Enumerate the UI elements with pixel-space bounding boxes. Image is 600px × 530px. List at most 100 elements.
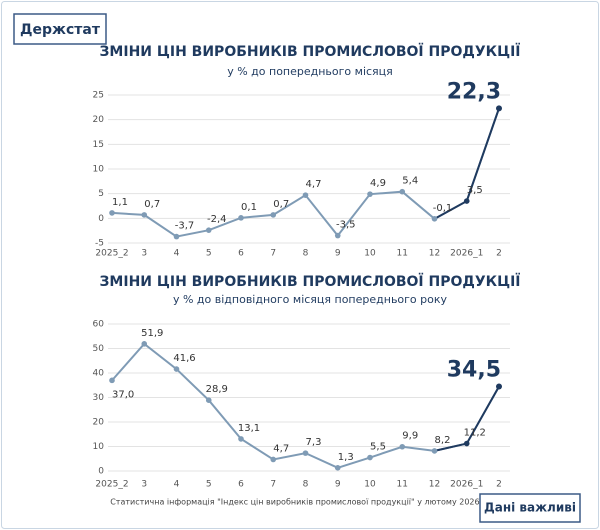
point [205,397,212,403]
y-tick-label tick: 15 [93,140,104,150]
value-label: 1,3 [338,452,354,463]
point [109,210,115,216]
x-tick-label: 11 [397,249,408,259]
point [367,454,373,461]
value-label: 1,1 [112,197,128,208]
x-tick-label: 10 [364,249,376,259]
y-tick-label tick: 20 [93,418,105,428]
chart-subtitle: у % до відповідного місяця попереднього … [173,293,448,306]
value-label: 0,7 [144,199,160,210]
x-tick-label: 8 [303,480,309,490]
point [141,341,148,347]
value-label: 22,3 [447,79,501,104]
x-tick-label: 4 [174,249,180,259]
chart-subtitle: у % до попереднього місяця [227,65,393,78]
value-label: 11,2 [464,428,486,439]
y-tick-label tick: -5 [95,239,104,249]
value-label: -2,4 [207,214,227,225]
point [238,215,244,221]
x-tick-label: 2 [496,249,502,259]
point [431,448,438,454]
line [111,107,500,238]
point [270,212,277,218]
x-tick-label: 5 [206,480,212,490]
point [334,465,341,471]
x-tick-label: 2 [496,480,502,490]
x-tick-label: 6 [238,480,244,490]
x-tick-label: 8 [303,249,309,259]
button[interactable] [479,493,581,523]
value-label: 34,5 [447,357,501,382]
point [463,440,470,447]
x-tick-label: 5 [206,249,212,259]
value-label: -3,5 [336,220,356,231]
button-label[interactable]: Дані важливі [484,501,576,515]
chart-title: ЗМІНИ ЦІН ВИРОБНИКІВ ПРОМИСЛОВОЇ ПРОДУКЦ… [99,273,520,290]
point [173,366,180,372]
logo-box [13,13,107,45]
value-label: -0,1 [433,203,453,214]
x-tick-label: 2026_1 [450,480,483,490]
x-tick-label: 10 [364,480,376,490]
point [399,188,406,195]
y-tick-label tick: 10 [93,165,105,175]
y-tick-label tick: 60 [93,320,105,330]
value-label: 8,2 [435,435,451,446]
point [496,383,502,390]
point [205,227,212,233]
x-tick-label: 2025_2 [95,249,128,259]
value-label: 5,5 [370,442,386,453]
y-tick-label tick: 10 [93,442,105,452]
x-tick-label: 12 [429,480,440,490]
x-tick-label: 4 [174,480,180,490]
value-label: 3,5 [467,185,483,196]
value-label: 4,9 [370,178,386,189]
point [141,212,148,218]
value-label: 4,7 [273,443,289,454]
x-tick-label: 2026_1 [450,249,483,259]
value-label: 28,9 [206,384,228,395]
chart-title: ЗМІНИ ЦІН ВИРОБНИКІВ ПРОМИСЛОВОЇ ПРОДУКЦ… [99,43,520,60]
point [302,192,309,198]
y-tick-label tick: 30 [93,393,105,403]
x-tick-label: 3 [141,249,147,259]
y-tick-label tick: 20 [93,115,105,125]
y-tick-label tick: 50 [93,344,105,354]
value-label: 5,4 [402,176,418,187]
point [173,233,180,240]
point [334,232,341,239]
footer-source: Статистична інформація "Індекс цін вироб… [110,498,490,507]
value-label: 7,3 [306,437,322,448]
value-label: 41,6 [173,353,195,364]
point [367,191,373,197]
value-label: 37,0 [112,389,134,400]
x-tick-label: 9 [335,249,341,259]
value-label: 0,7 [273,199,289,210]
x-tick-label: 7 [270,480,276,490]
x-tick-label: 7 [270,249,276,259]
logo: Держстат [20,22,101,38]
x-tick-label: 3 [141,480,147,490]
y-tick-label tick: 0 [98,214,104,224]
x-tick-label: 2025_2 [95,480,128,490]
y-tick-label tick: 5 [98,189,104,199]
x-tick-label: 6 [238,249,244,259]
value-label: 9,9 [402,431,418,442]
point [238,436,244,442]
x-tick-label: 9 [335,480,341,490]
value-label: 4,7 [306,179,322,190]
value-label: 13,1 [238,423,260,434]
point [302,450,309,456]
point [109,377,115,384]
point [270,456,277,463]
x-tick-label: 11 [397,480,408,490]
point [431,216,438,222]
value-label: 51,9 [141,328,163,339]
y-tick-label tick: 25 [93,91,104,101]
point [496,105,502,112]
value-label: -3,7 [175,221,195,232]
x-tick-label: 12 [429,249,440,259]
value-label: 0,1 [241,202,257,213]
